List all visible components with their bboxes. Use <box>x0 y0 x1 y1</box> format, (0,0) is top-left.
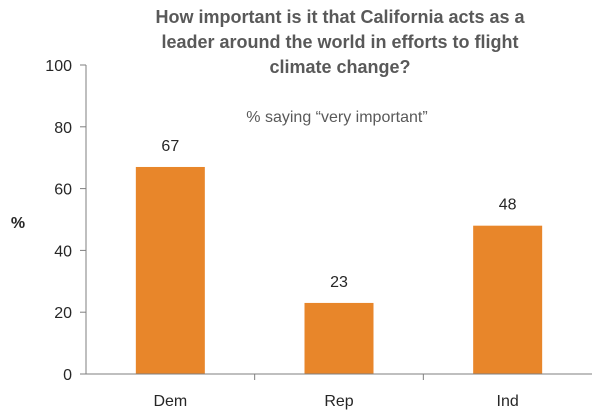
y-axis-label: % <box>11 215 25 232</box>
y-tick-label: 40 <box>54 243 72 260</box>
y-tick-label: 80 <box>54 120 72 137</box>
data-label-dem: 67 <box>161 138 179 155</box>
x-tick-label-rep: Rep <box>324 393 353 410</box>
chart-title: How important is it that California acts… <box>155 7 525 77</box>
axes <box>80 64 592 380</box>
bar-rep <box>304 302 374 374</box>
x-axis-labels: Dem Rep Ind <box>153 393 518 410</box>
data-labels: 67 23 48 <box>161 138 516 291</box>
data-label-ind: 48 <box>499 197 517 214</box>
x-tick-label-dem: Dem <box>153 393 187 410</box>
chart-title-line-1: How important is it that California acts… <box>155 7 525 27</box>
chart-title-line-3: climate change? <box>269 57 410 77</box>
y-tick-label: 0 <box>63 367 72 384</box>
bar-dem <box>135 166 205 374</box>
bars <box>135 166 543 374</box>
y-tick-label: 60 <box>54 182 72 199</box>
x-tick-label-ind: Ind <box>497 393 519 410</box>
chart-subtitle: % saying “very important” <box>246 109 427 126</box>
y-tick-label: 100 <box>45 58 72 75</box>
y-axis-ticks: 0 20 40 60 80 100 <box>45 58 72 384</box>
y-tick-label: 20 <box>54 305 72 322</box>
chart-title-line-2: leader around the world in efforts to fl… <box>161 32 518 52</box>
bar-ind <box>473 225 543 374</box>
data-label-rep: 23 <box>330 274 348 291</box>
